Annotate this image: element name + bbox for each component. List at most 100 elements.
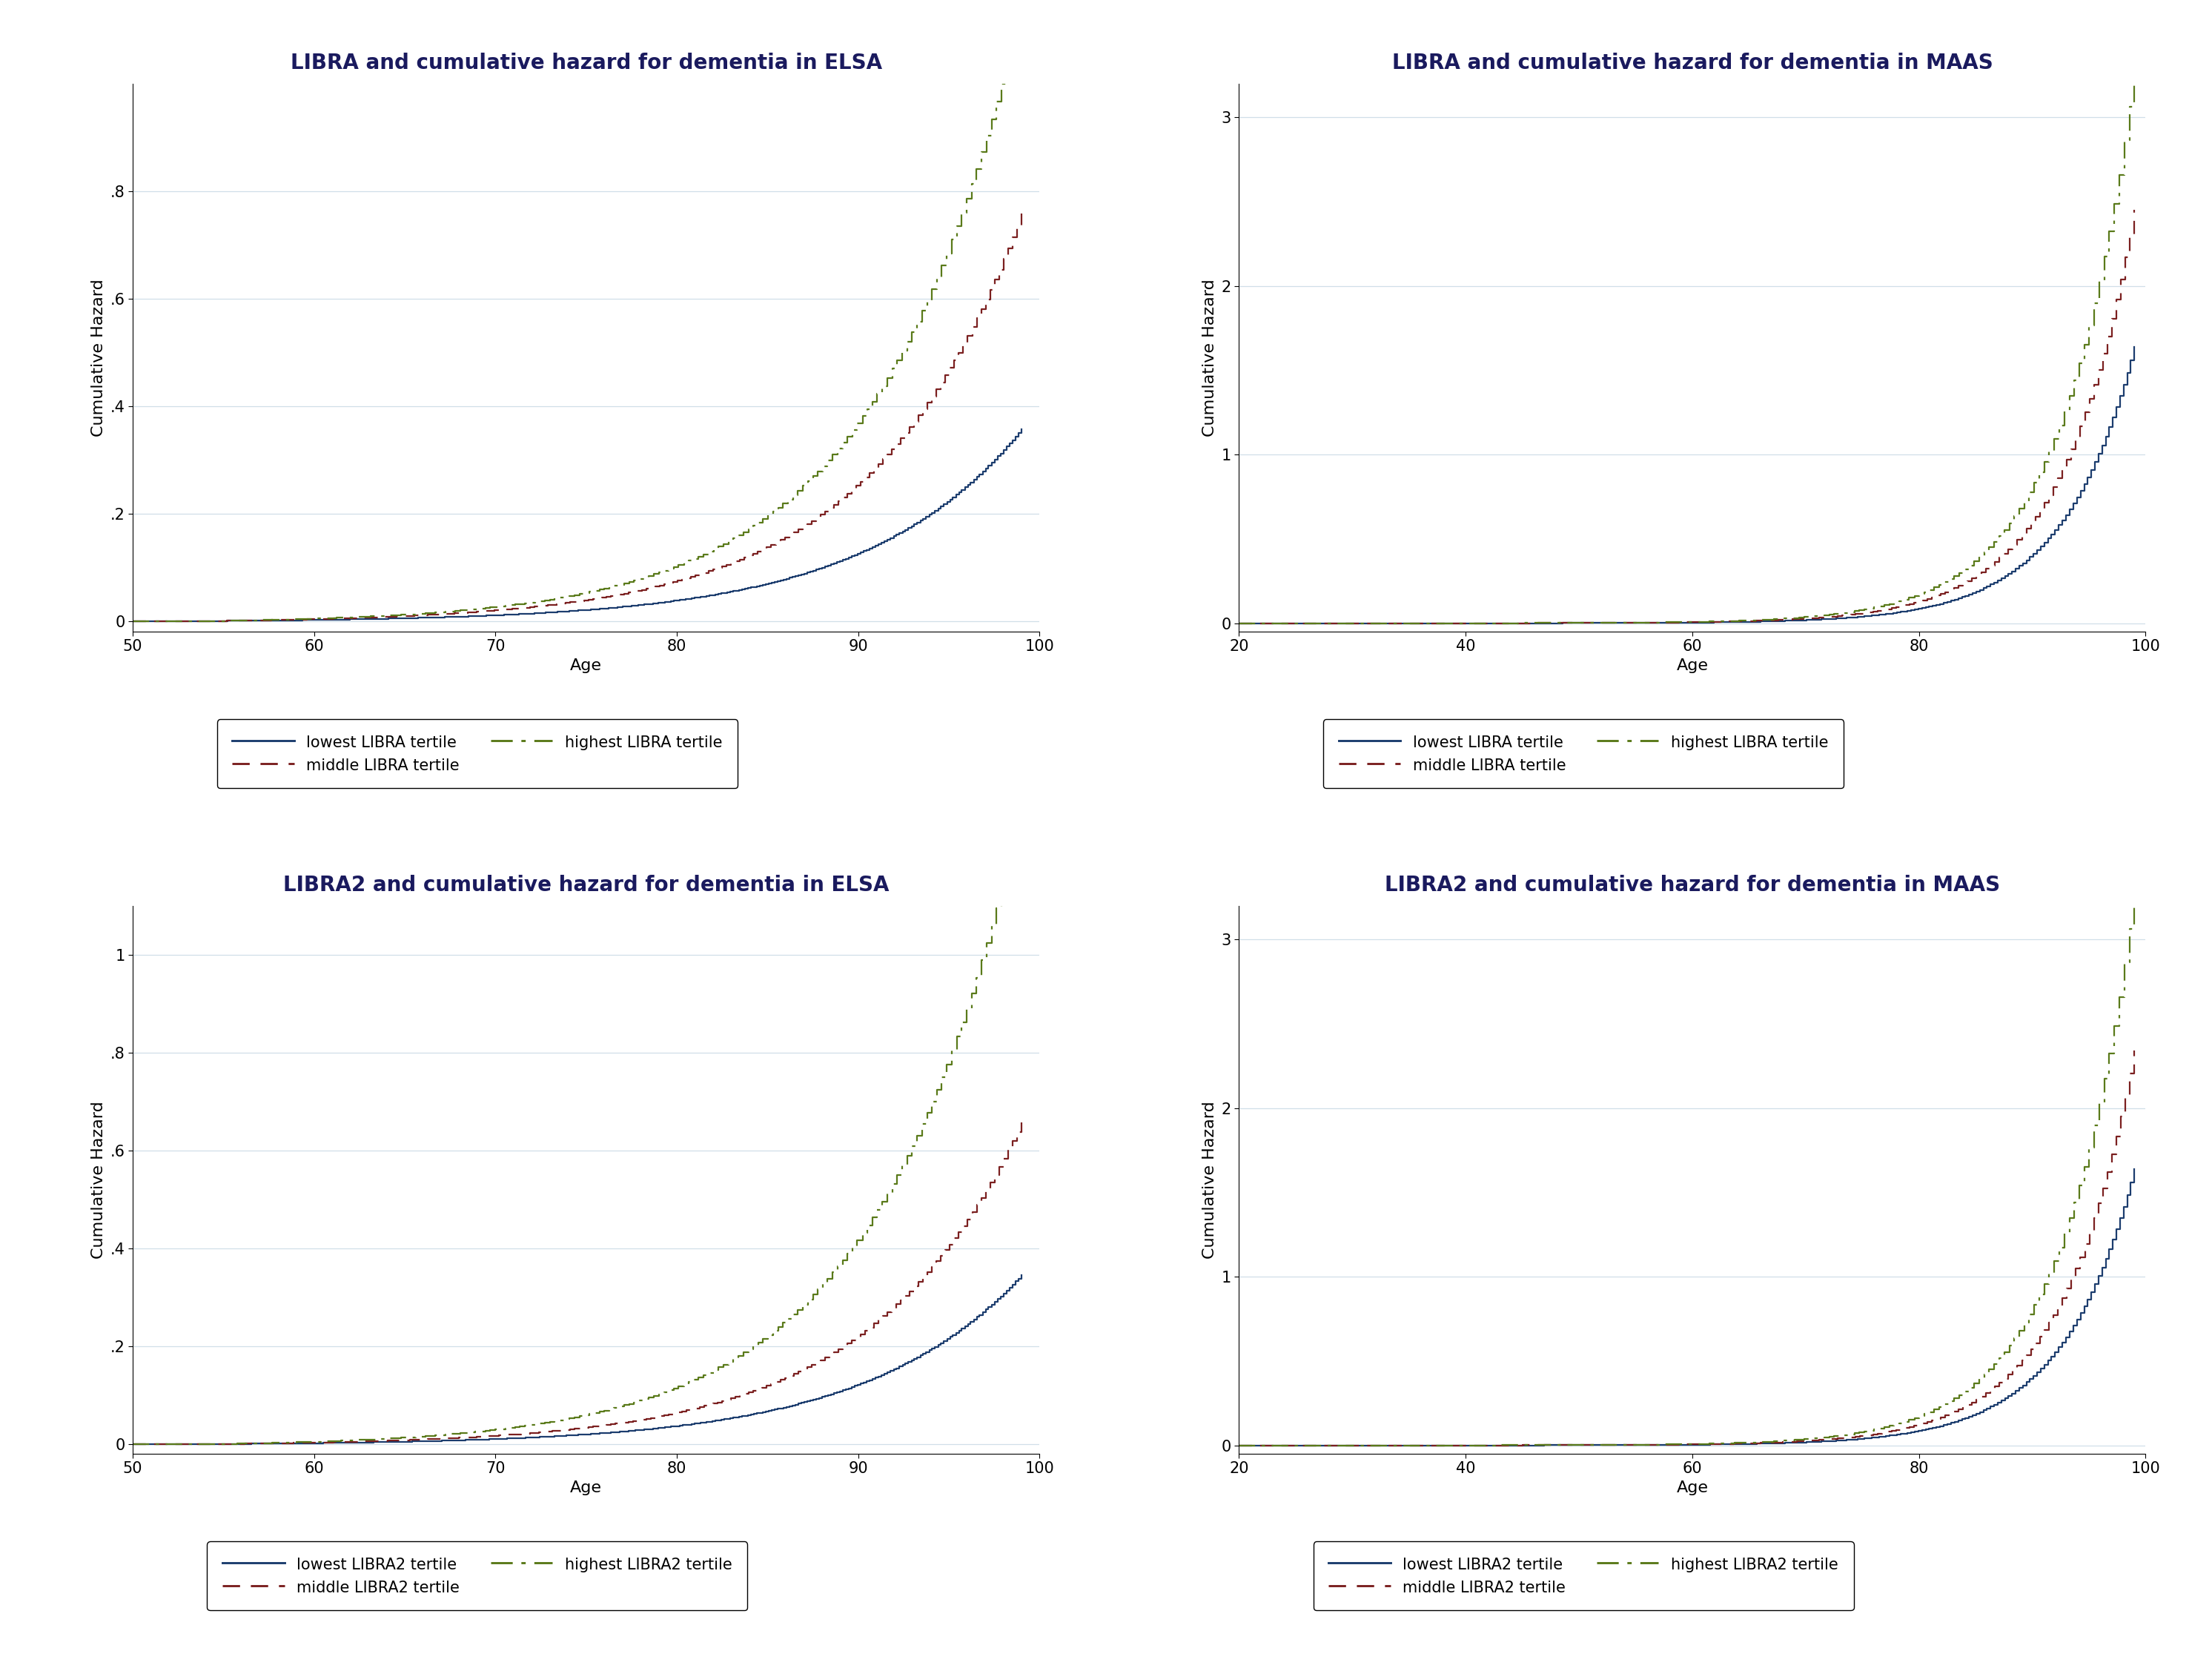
middle LIBRA tertile bbox=[142, 612, 168, 632]
middle LIBRA tertile bbox=[387, 607, 414, 627]
lowest LIBRA2 tertile bbox=[119, 1434, 146, 1454]
Title: LIBRA2 and cumulative hazard for dementia in MAAS: LIBRA2 and cumulative hazard for dementi… bbox=[1385, 876, 2000, 896]
middle LIBRA tertile bbox=[1495, 613, 1522, 633]
Line: highest LIBRA tertile: highest LIBRA tertile bbox=[133, 3, 1022, 622]
lowest LIBRA2 tertile bbox=[1686, 1435, 1712, 1455]
middle LIBRA2 tertile bbox=[387, 1430, 414, 1450]
highest LIBRA tertile bbox=[1009, 0, 1035, 13]
Line: lowest LIBRA tertile: lowest LIBRA tertile bbox=[1239, 348, 2135, 623]
lowest LIBRA2 tertile bbox=[2013, 1372, 2039, 1392]
middle LIBRA2 tertile bbox=[142, 1434, 168, 1454]
highest LIBRA tertile bbox=[239, 610, 265, 630]
middle LIBRA2 tertile bbox=[303, 1432, 330, 1452]
highest LIBRA tertile bbox=[1745, 610, 1772, 630]
Line: highest LIBRA2 tertile: highest LIBRA2 tertile bbox=[1239, 892, 2135, 1445]
Y-axis label: Cumulative Hazard: Cumulative Hazard bbox=[1203, 1101, 1217, 1258]
lowest LIBRA tertile bbox=[1225, 613, 1252, 633]
middle LIBRA2 tertile bbox=[164, 1434, 190, 1454]
highest LIBRA2 tertile bbox=[1951, 1385, 1978, 1405]
middle LIBRA2 tertile bbox=[1411, 1435, 1438, 1455]
lowest LIBRA tertile bbox=[1009, 419, 1035, 439]
highest LIBRA tertile bbox=[119, 612, 146, 632]
X-axis label: Age: Age bbox=[571, 658, 602, 673]
lowest LIBRA tertile bbox=[644, 593, 670, 613]
highest LIBRA tertile bbox=[1225, 613, 1252, 633]
Y-axis label: Cumulative Hazard: Cumulative Hazard bbox=[1203, 279, 1217, 436]
highest LIBRA tertile bbox=[635, 568, 661, 588]
lowest LIBRA2 tertile bbox=[644, 1419, 670, 1439]
middle LIBRA tertile bbox=[821, 495, 847, 515]
middle LIBRA tertile bbox=[1931, 582, 1958, 602]
middle LIBRA tertile bbox=[164, 612, 190, 632]
middle LIBRA2 tertile bbox=[1495, 1435, 1522, 1455]
lowest LIBRA tertile bbox=[1506, 613, 1533, 633]
lowest LIBRA tertile bbox=[1686, 613, 1712, 633]
middle LIBRA tertile bbox=[1225, 613, 1252, 633]
middle LIBRA2 tertile bbox=[1931, 1405, 1958, 1425]
Title: LIBRA and cumulative hazard for dementia in ELSA: LIBRA and cumulative hazard for dementia… bbox=[290, 53, 883, 74]
lowest LIBRA tertile bbox=[779, 566, 805, 587]
highest LIBRA2 tertile bbox=[765, 1322, 792, 1342]
lowest LIBRA2 tertile bbox=[1334, 1435, 1360, 1455]
highest LIBRA tertile bbox=[2121, 60, 2148, 80]
highest LIBRA tertile bbox=[838, 426, 865, 446]
middle LIBRA2 tertile bbox=[1270, 1435, 1296, 1455]
middle LIBRA tertile bbox=[1009, 204, 1035, 224]
lowest LIBRA tertile bbox=[2121, 338, 2148, 358]
lowest LIBRA tertile bbox=[1004, 423, 1031, 443]
lowest LIBRA tertile bbox=[2013, 550, 2039, 570]
middle LIBRA tertile bbox=[1248, 613, 1274, 633]
highest LIBRA2 tertile bbox=[1745, 1432, 1772, 1452]
highest LIBRA tertile bbox=[745, 516, 772, 536]
highest LIBRA2 tertile bbox=[635, 1389, 661, 1409]
Line: lowest LIBRA2 tertile: lowest LIBRA2 tertile bbox=[1239, 1170, 2135, 1445]
highest LIBRA2 tertile bbox=[1975, 1364, 2002, 1384]
X-axis label: Age: Age bbox=[1677, 658, 1708, 673]
lowest LIBRA2 tertile bbox=[779, 1395, 805, 1415]
highest LIBRA2 tertile bbox=[1345, 1435, 1371, 1455]
Legend: lowest LIBRA2 tertile, middle LIBRA2 tertile, highest LIBRA2 tertile: lowest LIBRA2 tertile, middle LIBRA2 ter… bbox=[208, 1542, 748, 1611]
Title: LIBRA2 and cumulative hazard for dementia in ELSA: LIBRA2 and cumulative hazard for dementi… bbox=[283, 876, 889, 896]
middle LIBRA2 tertile bbox=[1225, 1435, 1252, 1455]
highest LIBRA2 tertile bbox=[119, 1434, 146, 1454]
middle LIBRA tertile bbox=[303, 610, 330, 630]
middle LIBRA tertile bbox=[1270, 613, 1296, 633]
middle LIBRA tertile bbox=[2048, 468, 2075, 488]
middle LIBRA tertile bbox=[119, 612, 146, 632]
highest LIBRA tertile bbox=[865, 391, 891, 411]
highest LIBRA2 tertile bbox=[745, 1335, 772, 1355]
middle LIBRA2 tertile bbox=[1248, 1435, 1274, 1455]
lowest LIBRA tertile bbox=[1334, 613, 1360, 633]
highest LIBRA tertile bbox=[1876, 595, 1902, 615]
middle LIBRA2 tertile bbox=[936, 1240, 962, 1260]
middle LIBRA tertile bbox=[1411, 613, 1438, 633]
highest LIBRA2 tertile bbox=[239, 1434, 265, 1454]
highest LIBRA tertile bbox=[1975, 541, 2002, 561]
highest LIBRA2 tertile bbox=[838, 1243, 865, 1263]
Line: middle LIBRA2 tertile: middle LIBRA2 tertile bbox=[133, 1123, 1022, 1444]
highest LIBRA2 tertile bbox=[2121, 882, 2148, 902]
lowest LIBRA2 tertile bbox=[1225, 1435, 1252, 1455]
Line: middle LIBRA tertile: middle LIBRA tertile bbox=[133, 214, 1022, 622]
lowest LIBRA2 tertile bbox=[173, 1434, 199, 1454]
Line: middle LIBRA tertile: middle LIBRA tertile bbox=[1239, 211, 2135, 623]
middle LIBRA2 tertile bbox=[119, 1434, 146, 1454]
highest LIBRA tertile bbox=[1856, 600, 1882, 620]
Line: lowest LIBRA2 tertile: lowest LIBRA2 tertile bbox=[133, 1275, 1022, 1444]
highest LIBRA tertile bbox=[765, 501, 792, 521]
Title: LIBRA and cumulative hazard for dementia in MAAS: LIBRA and cumulative hazard for dementia… bbox=[1391, 53, 1993, 74]
lowest LIBRA tertile bbox=[1920, 597, 1947, 617]
lowest LIBRA2 tertile bbox=[1009, 1265, 1035, 1285]
middle LIBRA2 tertile bbox=[1009, 1113, 1035, 1133]
lowest LIBRA2 tertile bbox=[1004, 1268, 1031, 1288]
Legend: lowest LIBRA tertile, middle LIBRA tertile, highest LIBRA tertile: lowest LIBRA tertile, middle LIBRA terti… bbox=[1323, 720, 1845, 789]
highest LIBRA tertile bbox=[1951, 563, 1978, 583]
Line: middle LIBRA2 tertile: middle LIBRA2 tertile bbox=[1239, 1051, 2135, 1445]
Legend: lowest LIBRA tertile, middle LIBRA tertile, highest LIBRA tertile: lowest LIBRA tertile, middle LIBRA terti… bbox=[217, 720, 737, 789]
Line: highest LIBRA tertile: highest LIBRA tertile bbox=[1239, 70, 2135, 623]
highest LIBRA2 tertile bbox=[1009, 797, 1035, 817]
middle LIBRA2 tertile bbox=[2048, 1297, 2075, 1317]
lowest LIBRA tertile bbox=[310, 610, 336, 630]
lowest LIBRA2 tertile bbox=[212, 1434, 239, 1454]
highest LIBRA tertile bbox=[1345, 613, 1371, 633]
